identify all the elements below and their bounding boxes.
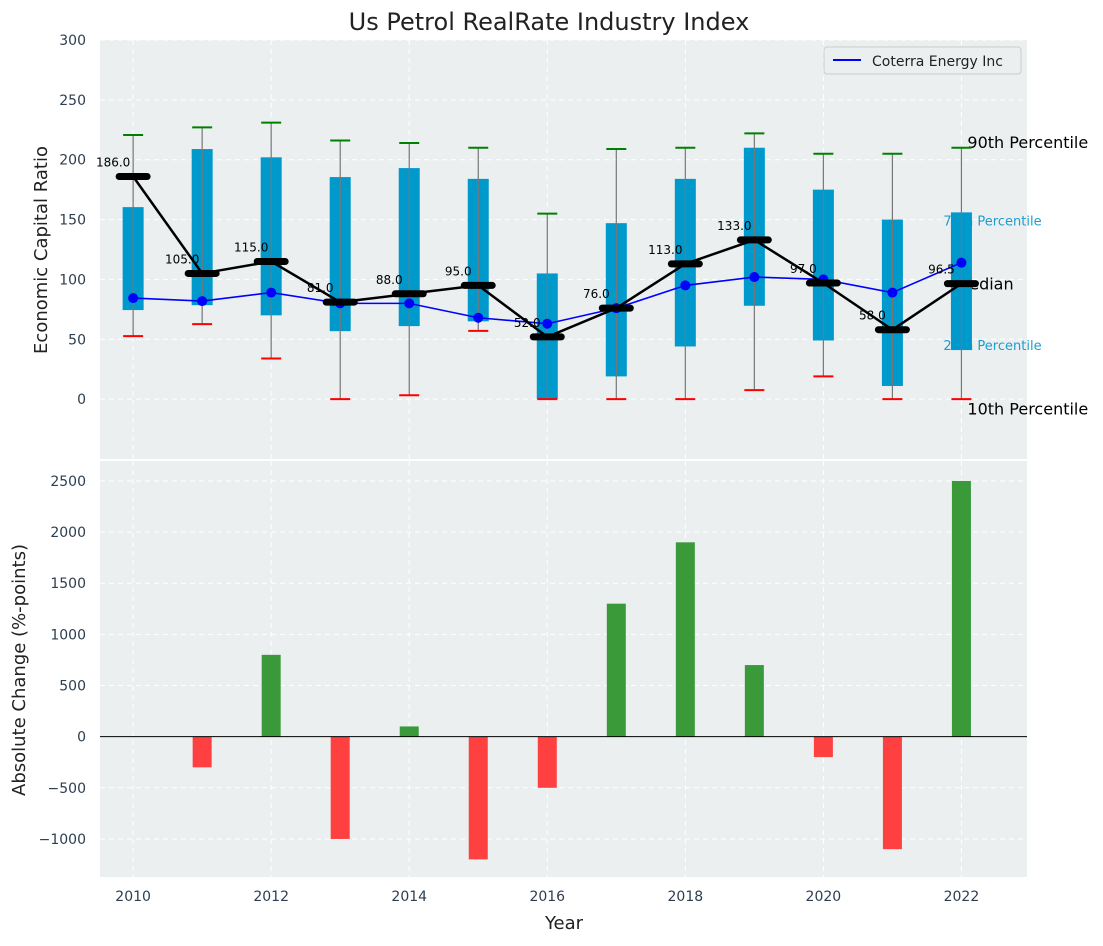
chart-title: Us Petrol RealRate Industry Index (349, 8, 750, 36)
top-y-tick-label: 150 (59, 213, 86, 229)
median-value-label: 186.0 (96, 155, 130, 169)
legend (823, 46, 1022, 75)
bottom-y-tick-label: 500 (59, 679, 86, 695)
bottom-y-tick-label: 1000 (50, 627, 86, 643)
median-value-label: 52.0 (514, 316, 541, 330)
negative-change-bar (537, 736, 557, 788)
median-value-label: 58.0 (859, 309, 886, 323)
negative-change-bar (468, 736, 488, 860)
bottom-y-tick-label: −1000 (39, 832, 86, 848)
negative-change-bar (813, 736, 833, 758)
company-point (887, 287, 898, 298)
positive-change-bar (951, 480, 971, 737)
company-point (473, 312, 484, 323)
negative-change-bar (882, 736, 902, 850)
median-value-label: 95.0 (445, 264, 472, 278)
positive-change-bar (606, 603, 626, 737)
x-tick-label: 2020 (806, 889, 842, 905)
company-point (749, 272, 760, 283)
positive-change-bar (261, 654, 281, 737)
top-y-axis-label: Economic Capital Ratio (31, 146, 52, 354)
bottom-y-axis-label: Absolute Change (%-points) (9, 544, 30, 796)
median-value-label: 81.0 (307, 281, 334, 295)
positive-change-bar (744, 665, 764, 737)
top-y-tick-label: 200 (59, 153, 86, 169)
bottom-y-tick-label: 1500 (50, 576, 86, 592)
percentile-annotation: 10th Percentile (967, 400, 1088, 419)
x-tick-label: 2010 (115, 889, 151, 905)
top-y-tick-label: 250 (59, 93, 86, 109)
x-axis-label: Year (544, 913, 584, 934)
median-value-label: 97.0 (790, 262, 817, 276)
bottom-y-tick-label: 2000 (50, 525, 86, 541)
company-point (542, 318, 553, 329)
company-point (956, 257, 967, 268)
top-plot-area (100, 40, 1027, 459)
median-value-label: 115.0 (234, 240, 268, 254)
x-tick-label: 2014 (391, 889, 427, 905)
top-y-tick-label: 300 (59, 33, 86, 49)
median-value-label: 88.0 (376, 273, 403, 287)
x-tick-label: 2018 (668, 889, 704, 905)
bottom-y-tick-label: 2500 (50, 474, 86, 490)
negative-change-bar (192, 736, 212, 768)
company-point (404, 298, 415, 309)
bottom-plot-area (100, 461, 1027, 877)
x-tick-label: 2016 (529, 889, 565, 905)
median-value-label: 113.0 (648, 243, 682, 257)
median-value-label: 96.5 (928, 263, 955, 277)
median-value-label: 76.0 (583, 287, 610, 301)
median-value-label: 105.0 (165, 252, 199, 266)
company-point (128, 293, 139, 304)
x-tick-label: 2022 (944, 889, 980, 905)
bottom-y-tick-label: −500 (48, 781, 86, 797)
negative-change-bar (330, 736, 350, 839)
median-value-label: 133.0 (717, 219, 751, 233)
top-y-tick-label: 0 (77, 392, 86, 408)
positive-change-bar (399, 726, 419, 737)
positive-change-bar (675, 542, 695, 737)
bottom-y-tick-label: 0 (77, 730, 86, 746)
legend-label: Coterra Energy Inc (872, 54, 1003, 70)
company-point (197, 296, 208, 307)
top-y-tick-label: 100 (59, 272, 86, 288)
percentile-annotation: 90th Percentile (967, 133, 1088, 152)
x-tick-label: 2012 (253, 889, 289, 905)
top-y-tick-label: 50 (68, 332, 86, 348)
company-point (680, 280, 691, 291)
company-point (266, 287, 277, 298)
